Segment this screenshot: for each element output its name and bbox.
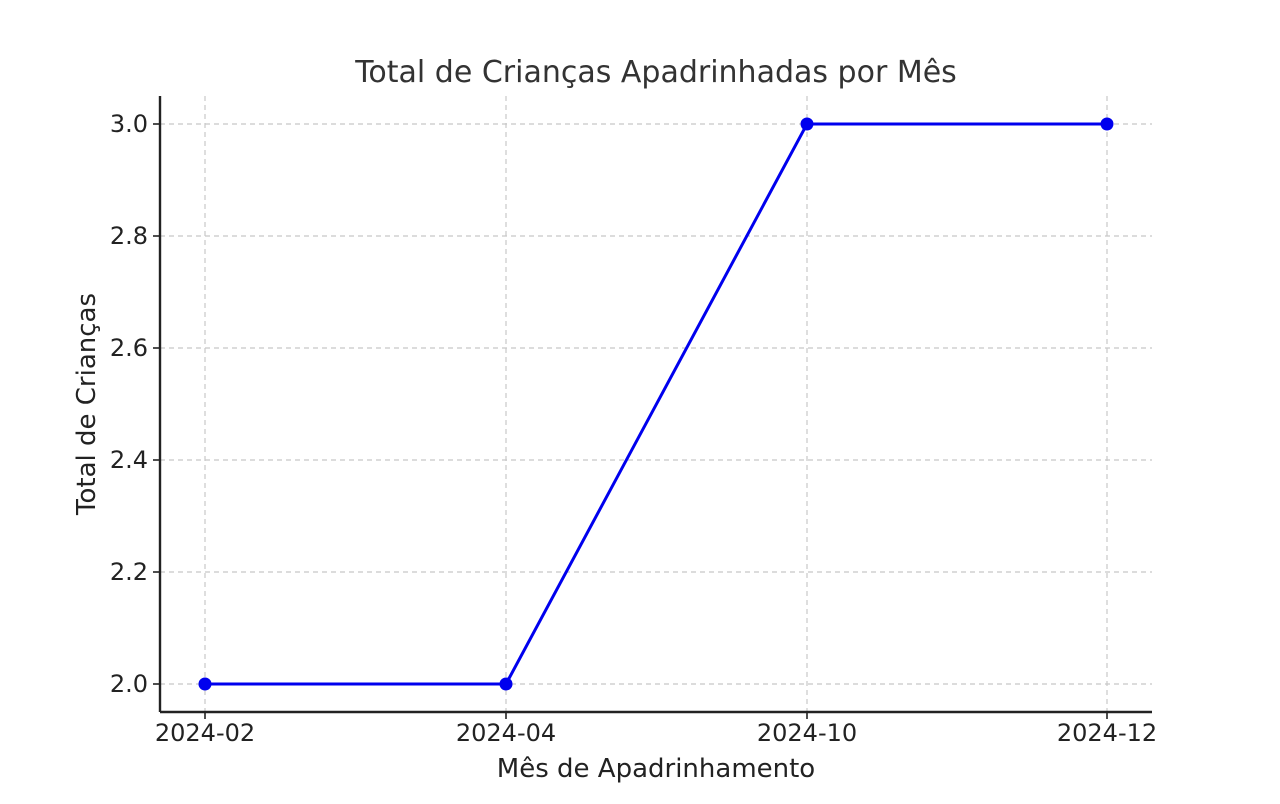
- x-tick-label: 2024-02: [155, 719, 255, 747]
- x-tick-label: 2024-04: [456, 719, 556, 747]
- y-tick-label: 2.8: [110, 222, 148, 250]
- series-line: [205, 122, 1107, 686]
- data-point: [198, 677, 212, 691]
- axes: [158, 96, 1152, 714]
- y-tick-label: 2.0: [110, 670, 148, 698]
- x-tick-label: 2024-12: [1057, 719, 1157, 747]
- x-axis-ticks: 2024-02 2024-04 2024-10 2024-12: [155, 712, 1157, 747]
- data-point: [499, 677, 513, 691]
- grid: [160, 96, 1152, 712]
- y-tick-label: 3.0: [110, 110, 148, 138]
- y-tick-label: 2.2: [110, 558, 148, 586]
- y-axis-ticks: 2.0 2.2 2.4 2.6 2.8 3.0: [110, 110, 160, 698]
- y-axis-label: Total de Crianças: [72, 293, 102, 516]
- x-tick-label: 2024-10: [757, 719, 857, 747]
- y-tick-label: 2.4: [110, 446, 148, 474]
- y-tick-label: 2.6: [110, 334, 148, 362]
- chart-title: Total de Crianças Apadrinhadas por Mês: [354, 55, 957, 90]
- data-point: [800, 117, 814, 131]
- data-point: [1100, 117, 1114, 131]
- series: [198, 117, 1114, 691]
- x-axis-label: Mês de Apadrinhamento: [497, 754, 815, 784]
